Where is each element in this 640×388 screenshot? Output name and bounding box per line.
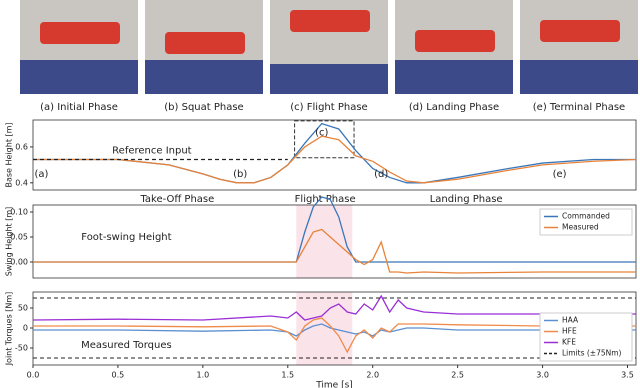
carpet [20, 60, 138, 94]
annotation: Foot-swing Height [81, 232, 171, 243]
x-tick-label: 2.5 [451, 371, 464, 380]
legend-label: Limits (±75Nm) [562, 349, 622, 358]
x-tick-label: 3.0 [536, 371, 549, 380]
flight-shade [296, 205, 353, 278]
annotation: Measured Torques [81, 340, 172, 351]
series-line [33, 317, 636, 354]
carpet [270, 64, 388, 94]
annotation: (e) [553, 169, 567, 180]
y-tick-label: 0.6 [15, 142, 28, 151]
panel-caption: (d) Landing Phase [409, 102, 499, 113]
plot-frame [32, 119, 637, 191]
y-tick-label: -50 [15, 344, 28, 353]
robot [165, 32, 245, 54]
x-tick-label: 0.5 [112, 371, 125, 380]
robot [40, 22, 120, 44]
panel-caption: (c) Flight Phase [290, 102, 367, 113]
plot-frame [32, 204, 637, 279]
series-line [33, 323, 636, 337]
annotation: (d) [374, 169, 388, 180]
legend-label: HAA [562, 316, 579, 325]
panel-caption: (e) Terminal Phase [533, 102, 625, 113]
y-axis-label: Joint Torques [Nm] [5, 292, 14, 367]
phase-label: Take-Off Phase [139, 194, 214, 205]
y-tick-label: 0.00 [10, 258, 28, 267]
phase-label: Flight Phase [295, 194, 356, 205]
legend-label: Commanded [562, 212, 610, 221]
flight-shade [296, 292, 353, 365]
robot [290, 10, 370, 32]
robot [415, 30, 495, 52]
x-tick-label: 1.0 [196, 371, 209, 380]
annotation: (c) [315, 128, 328, 139]
x-axis-label: Time [s] [315, 381, 353, 388]
series-line [33, 228, 636, 274]
y-tick-label: 50 [18, 304, 28, 313]
carpet [145, 60, 263, 94]
legend-label: HFE [562, 327, 577, 336]
y-axis-label: Base Height [m] [5, 122, 14, 187]
annotation: Reference Input [112, 146, 192, 157]
y-tick-label: 0.05 [10, 233, 28, 242]
series-line [33, 135, 637, 184]
legend-box [539, 208, 633, 236]
y-tick-label: 0.4 [15, 178, 28, 187]
phase-label: Landing Phase [430, 194, 503, 205]
panel-caption: (a) Initial Phase [40, 102, 118, 113]
legend-label: Measured [562, 223, 599, 232]
carpet [395, 60, 513, 94]
panel-caption: (b) Squat Phase [164, 102, 243, 113]
carpet [520, 60, 638, 94]
y-tick-label: 0.10 [10, 208, 28, 217]
legend-label: KFE [562, 338, 576, 347]
x-tick-label: 2.0 [366, 371, 379, 380]
x-tick-label: 0.0 [27, 371, 40, 380]
series-line [32, 294, 636, 321]
photos [20, 0, 638, 94]
robot [540, 20, 620, 42]
highlight-box [294, 120, 355, 159]
x-tick-label: 3.5 [621, 371, 634, 380]
y-tick-label: 0 [23, 324, 28, 333]
y-axis-label: Swing Height [m] [5, 207, 14, 277]
annotation: (b) [233, 169, 247, 180]
annotation: (a) [35, 169, 49, 180]
x-tick-label: 1.5 [281, 371, 294, 380]
